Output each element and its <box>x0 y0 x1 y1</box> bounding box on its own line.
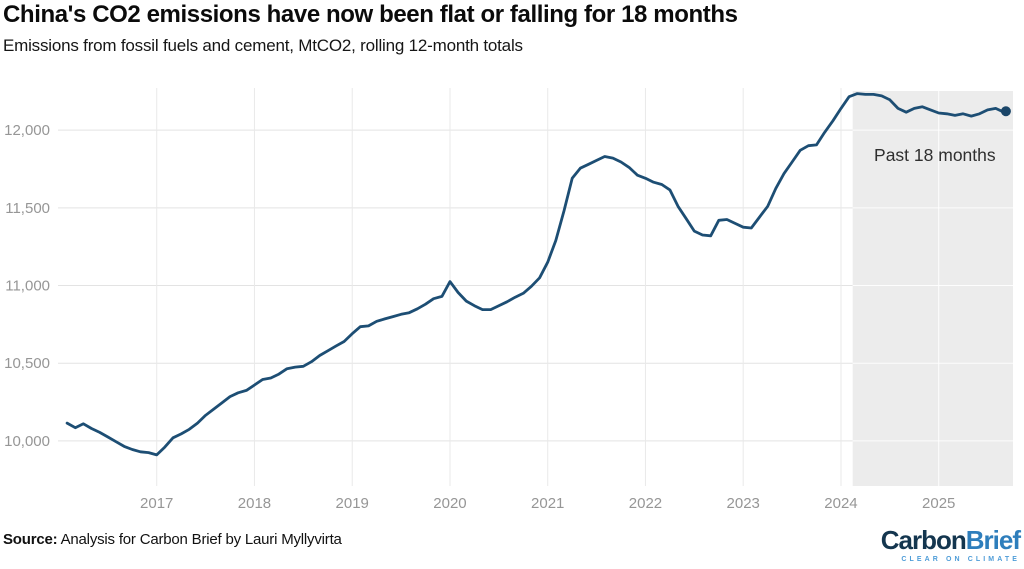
y-axis-tick-label: 10,000 <box>4 433 50 450</box>
x-axis-tick-label: 2021 <box>531 495 564 512</box>
emissions-line <box>65 92 1006 457</box>
x-axis-tick-label: 2022 <box>629 495 662 512</box>
chart-subtitle: Emissions from fossil fuels and cement, … <box>3 36 523 55</box>
x-axis-tick-label: 2018 <box>238 495 271 512</box>
y-axis-tick-label: 11,500 <box>5 200 50 217</box>
x-axis-tick-label: 2023 <box>727 495 760 512</box>
highlight-label: Past 18 months <box>874 145 996 165</box>
latest-value-dot <box>1000 106 1011 117</box>
x-axis-tick-label: 2025 <box>922 495 955 512</box>
x-axis-tick-label: 2019 <box>336 495 369 512</box>
source-note: Source: Analysis for Carbon Brief by Lau… <box>3 531 342 548</box>
x-axis-tick-label: 2020 <box>433 495 466 512</box>
highlight-region <box>852 91 1013 486</box>
x-axis-tick-label: 2017 <box>140 495 173 512</box>
logo-brief-text: Brief <box>965 525 1021 555</box>
chart-title: China's CO2 emissions have now been flat… <box>3 1 738 28</box>
logo-tagline: CLEAR ON CLIMATE <box>901 556 1020 563</box>
carbonbrief-logo: CarbonBrief CLEAR ON CLIMATE <box>880 525 1021 563</box>
source-text: Analysis for Carbon Brief by Lauri Mylly… <box>60 531 342 548</box>
logo-carbon-text: Carbon <box>880 525 967 555</box>
y-axis-tick-label: 10,500 <box>4 355 50 372</box>
y-axis-tick-label: 12,000 <box>4 122 50 139</box>
x-axis-tick-label: 2024 <box>824 495 857 512</box>
carbonbrief-logo-wordmark: CarbonBrief <box>880 525 1021 555</box>
source-label: Source: <box>3 531 58 548</box>
y-axis-tick-label: 11,000 <box>5 278 50 295</box>
